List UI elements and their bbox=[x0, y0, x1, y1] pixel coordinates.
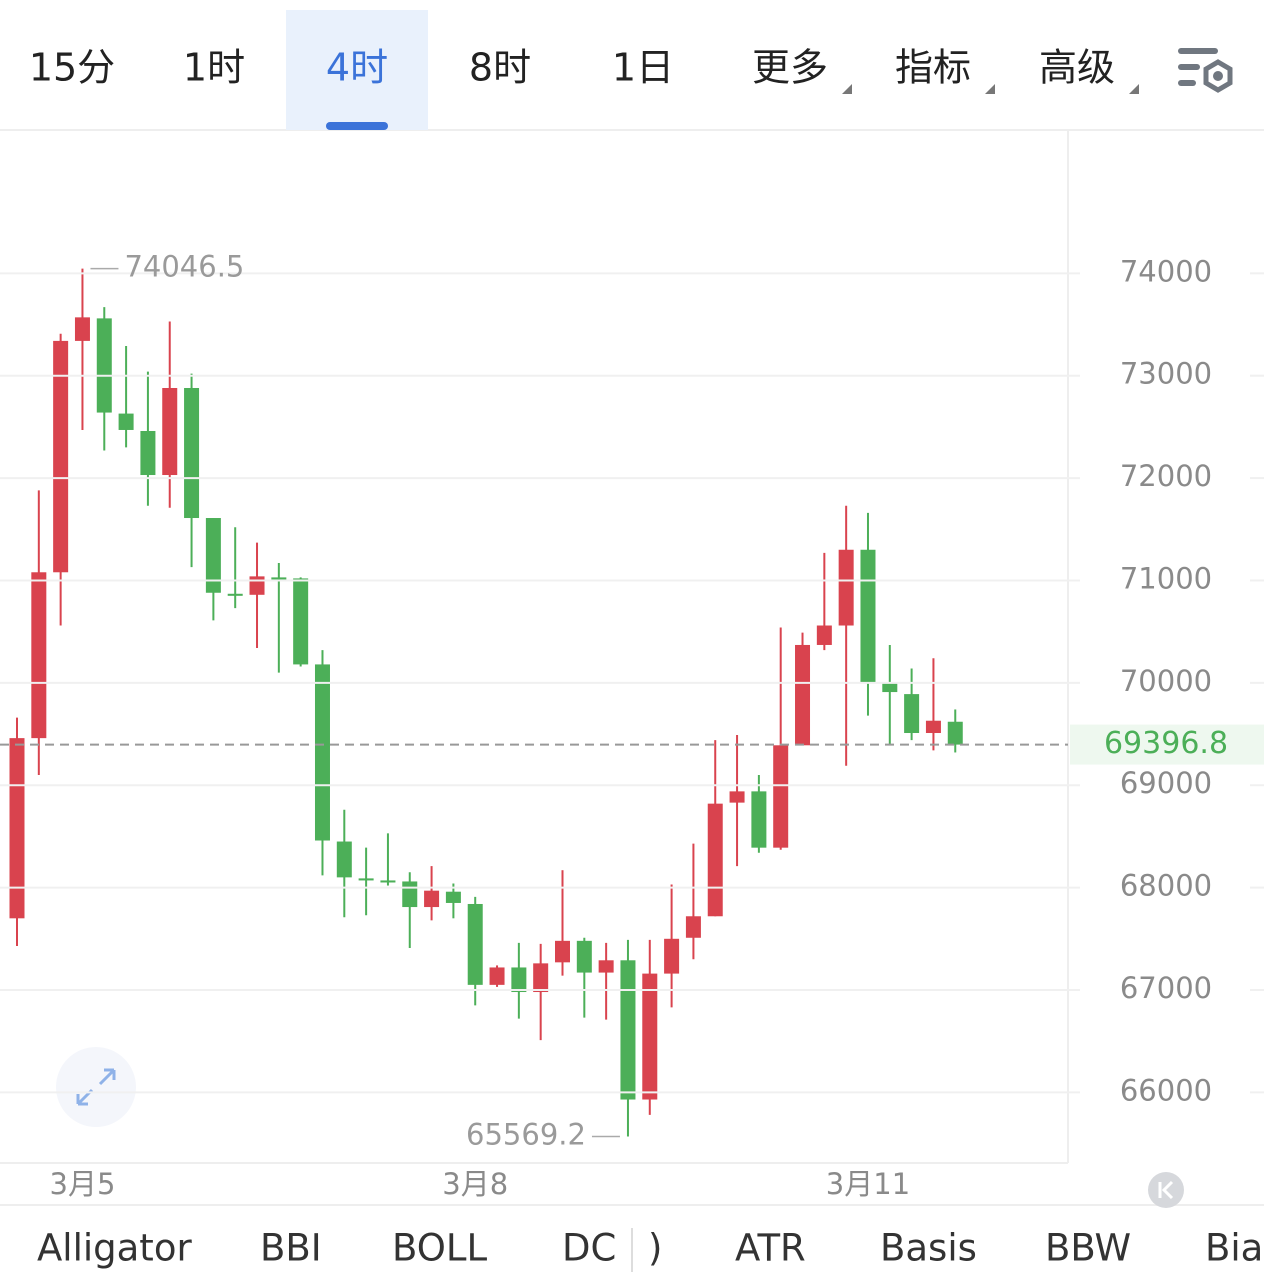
candle-body bbox=[271, 577, 287, 580]
icon-bar bbox=[1178, 64, 1200, 70]
candle-body bbox=[620, 960, 636, 1100]
candle-body bbox=[445, 891, 461, 903]
candle-body bbox=[576, 940, 592, 973]
candle-body bbox=[249, 576, 265, 595]
candle-body bbox=[664, 938, 680, 974]
candle-body bbox=[925, 720, 941, 734]
candle-body bbox=[184, 387, 200, 519]
candle-body bbox=[336, 841, 352, 878]
expand-button[interactable] bbox=[56, 1047, 136, 1127]
indicator[interactable]: ) bbox=[648, 1227, 662, 1270]
candle-body bbox=[205, 518, 221, 593]
y-tick-label: 70000 bbox=[1120, 664, 1212, 698]
tab[interactable]: 1日 bbox=[612, 46, 674, 90]
y-tick-label: 73000 bbox=[1120, 357, 1212, 391]
active-tab-indicator bbox=[326, 122, 388, 130]
candle-body bbox=[140, 430, 156, 476]
last-price-bg bbox=[1070, 724, 1264, 765]
max-label: 74046.5 bbox=[124, 250, 244, 284]
y-tick-label: 71000 bbox=[1120, 561, 1212, 595]
candle-body bbox=[402, 881, 418, 908]
candle-body bbox=[685, 916, 701, 938]
candle-body bbox=[53, 340, 69, 573]
candle-body bbox=[533, 963, 549, 993]
candle-body bbox=[358, 878, 374, 881]
tab[interactable]: 15分 bbox=[29, 46, 115, 90]
icon-hex bbox=[1203, 59, 1233, 93]
indicator[interactable]: DC bbox=[562, 1227, 616, 1270]
dropdown-mark bbox=[842, 84, 852, 94]
tab[interactable]: 更多 bbox=[752, 46, 828, 90]
x-tick-label: 3月5 bbox=[50, 1167, 116, 1201]
icon-bar bbox=[1178, 48, 1218, 54]
candle-body bbox=[707, 803, 723, 917]
active-tab-bg bbox=[286, 10, 428, 130]
indicator[interactable]: Basis bbox=[880, 1227, 977, 1270]
expand-bg bbox=[56, 1047, 136, 1127]
candle-body bbox=[838, 549, 854, 626]
candle-body bbox=[162, 387, 178, 476]
candle-body bbox=[860, 549, 876, 683]
indicator[interactable]: Alligator bbox=[37, 1227, 192, 1270]
y-tick-label: 69000 bbox=[1120, 766, 1212, 800]
tab[interactable]: 高级 bbox=[1039, 46, 1115, 90]
icon-dot bbox=[1213, 71, 1223, 81]
candle-body bbox=[598, 960, 614, 973]
candle-body bbox=[511, 967, 527, 993]
dropdown-mark bbox=[1129, 84, 1139, 94]
y-tick-label: 67000 bbox=[1120, 971, 1212, 1005]
candle-body bbox=[9, 738, 25, 919]
candle-body bbox=[904, 694, 920, 734]
tab[interactable]: 指标 bbox=[895, 46, 971, 90]
tab[interactable]: 8时 bbox=[469, 46, 531, 90]
y-tick-label: 72000 bbox=[1120, 459, 1212, 493]
candle-body bbox=[773, 745, 789, 848]
tab[interactable]: 1时 bbox=[183, 46, 245, 90]
candle-body bbox=[882, 682, 898, 693]
scroll-latest[interactable] bbox=[1148, 1172, 1184, 1208]
x-tick-label: 3月11 bbox=[826, 1167, 910, 1201]
candle-body bbox=[380, 880, 396, 883]
indicator[interactable]: BBW bbox=[1045, 1227, 1131, 1270]
icon-bar bbox=[1178, 80, 1196, 86]
candle-body bbox=[118, 413, 134, 430]
candle-body bbox=[314, 664, 330, 841]
candle-body bbox=[227, 593, 243, 596]
candle-body bbox=[729, 791, 745, 803]
candle-body bbox=[489, 967, 505, 985]
candle-body bbox=[947, 721, 963, 745]
y-tick-label: 68000 bbox=[1120, 869, 1212, 903]
min-label: 65569.2 bbox=[466, 1117, 586, 1151]
settings-icon[interactable] bbox=[1178, 48, 1233, 93]
candle-body bbox=[467, 903, 483, 985]
latest-icon bbox=[1158, 1180, 1174, 1200]
y-tick-label: 66000 bbox=[1120, 1073, 1212, 1107]
indicator[interactable]: BOLL bbox=[392, 1227, 487, 1270]
candle-body bbox=[31, 572, 47, 739]
candle-body bbox=[424, 890, 440, 908]
candle-body bbox=[555, 940, 570, 963]
candle-body bbox=[751, 791, 767, 848]
y-tick-label: 74000 bbox=[1120, 254, 1212, 288]
candle-body bbox=[642, 973, 658, 1100]
plot bbox=[9, 268, 963, 1137]
dropdown-mark bbox=[985, 84, 995, 94]
tab[interactable]: 4时 bbox=[326, 46, 388, 90]
candle-body bbox=[96, 318, 112, 413]
expand-icon bbox=[76, 1068, 116, 1106]
indicator[interactable]: ATR bbox=[735, 1227, 806, 1270]
last-price-label: 69396.8 bbox=[1104, 726, 1228, 761]
candle-body bbox=[74, 317, 90, 341]
indicator[interactable]: BBI bbox=[260, 1227, 322, 1270]
candle-body bbox=[293, 578, 309, 665]
indicator[interactable]: Bia bbox=[1205, 1227, 1263, 1270]
candle-body bbox=[795, 644, 811, 746]
candle-body bbox=[816, 625, 832, 645]
x-tick-label: 3月8 bbox=[442, 1167, 508, 1201]
